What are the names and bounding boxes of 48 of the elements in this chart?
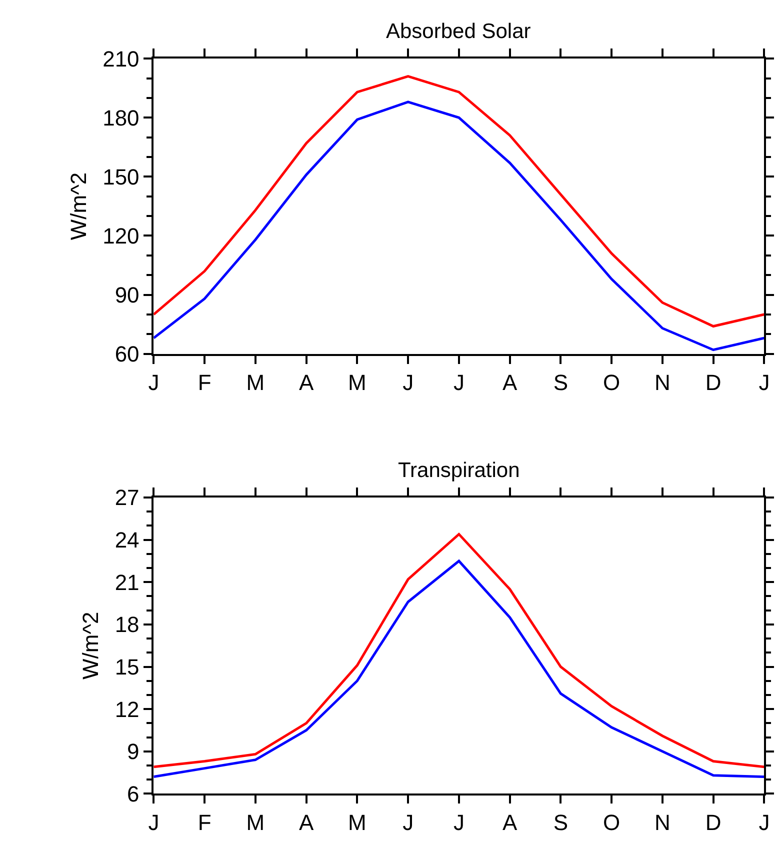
x-tick-label: J [758, 810, 770, 836]
x-tick-label: N [654, 810, 670, 836]
y-tick-label: 90 [114, 282, 140, 308]
chart-title: Absorbed Solar [386, 20, 531, 43]
x-tick-label: S [553, 810, 568, 836]
y-axis-title: W/m^2 [78, 612, 104, 680]
y-tick-label: 210 [102, 46, 140, 72]
x-tick-label: J [402, 810, 414, 836]
x-tick-label: J [453, 810, 464, 836]
y-axis-title: W/m^2 [66, 172, 91, 240]
x-tick-label: O [602, 810, 620, 836]
x-tick-label: A [298, 810, 314, 836]
y-tick-label: 6 [127, 781, 140, 806]
y-tick-label: 27 [114, 485, 140, 510]
y-tick-label: 24 [114, 528, 140, 553]
x-tick-label: J [148, 370, 160, 396]
x-tick-label: A [502, 370, 518, 396]
x-tick-label: A [502, 810, 518, 836]
x-tick-label: M [348, 370, 366, 396]
x-tick-label: J [453, 370, 464, 396]
y-tick-label: 21 [114, 570, 140, 595]
x-tick-label: S [553, 370, 568, 396]
x-tick-label: F [198, 370, 212, 396]
x-tick-label: F [198, 810, 212, 836]
y-tick-label: 12 [114, 696, 140, 722]
x-tick-label: M [246, 370, 265, 396]
line-series [154, 532, 764, 768]
y-tick-label: 9 [127, 739, 140, 764]
x-tick-label: D [705, 370, 722, 396]
x-tick-label: N [654, 370, 670, 396]
y-tick-label: 60 [114, 342, 140, 366]
x-tick-label: O [602, 370, 620, 396]
x-tick-label: J [148, 810, 160, 836]
line-series [154, 100, 764, 352]
x-tick-label: D [705, 810, 722, 836]
x-tick-label: M [348, 810, 366, 836]
y-tick-label: 18 [114, 612, 140, 638]
y-tick-label: 150 [102, 164, 140, 190]
x-tick-label: A [298, 370, 314, 396]
x-tick-label: J [402, 370, 414, 396]
line-series [154, 75, 764, 328]
line-series [154, 560, 764, 778]
y-tick-label: 120 [102, 223, 140, 248]
y-tick-label: 15 [114, 654, 140, 680]
y-tick-label: 180 [102, 105, 140, 130]
chart-title: Transpiration [398, 459, 520, 482]
x-tick-label: M [246, 810, 265, 836]
x-tick-label: J [758, 370, 770, 396]
